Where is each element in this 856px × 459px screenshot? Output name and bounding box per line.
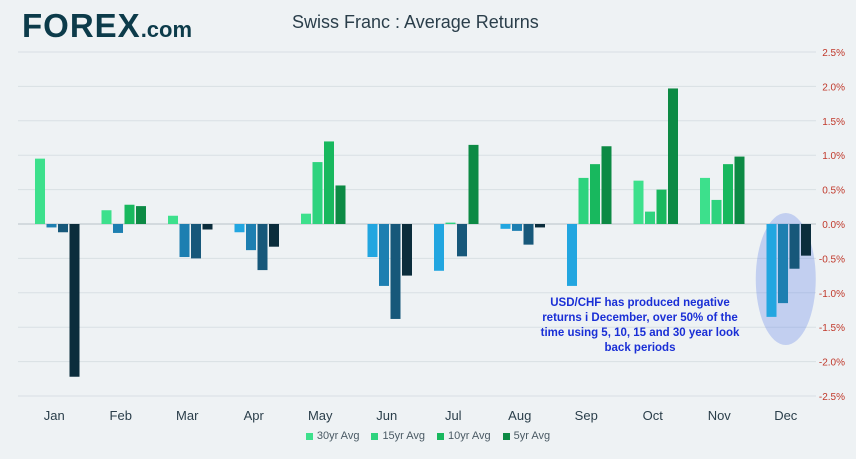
legend-swatch	[502, 432, 510, 440]
bar	[69, 224, 80, 377]
x-category-label: Sep	[575, 408, 598, 423]
bar	[367, 224, 378, 258]
bar	[778, 224, 788, 304]
bar	[390, 224, 401, 319]
x-category-label: Jun	[376, 408, 397, 423]
legend-label: 15yr Avg	[382, 430, 426, 442]
y-tick-label: 0.0%	[822, 220, 845, 231]
annotation-text: USD/CHF has produced negative returns i …	[540, 297, 740, 354]
bar	[257, 224, 268, 271]
x-category-label: Dec	[774, 408, 798, 423]
bar	[179, 224, 190, 258]
bar	[124, 204, 135, 224]
bar	[191, 224, 201, 259]
forex-logo: FOREX .com	[22, 7, 193, 44]
bar	[633, 180, 644, 224]
x-category-label: Aug	[508, 408, 531, 423]
bar	[35, 158, 45, 224]
bar	[324, 141, 334, 224]
x-category-label: May	[308, 408, 333, 423]
legend-item: 30yr Avg	[305, 430, 360, 442]
bar	[434, 224, 444, 271]
bar	[535, 224, 545, 228]
legend-item: 5yr Avg	[502, 430, 551, 442]
legend-swatch	[305, 432, 313, 440]
bar	[789, 224, 800, 269]
bar	[468, 144, 479, 224]
bar	[801, 224, 811, 256]
bar	[567, 224, 577, 286]
bar	[668, 88, 678, 225]
bar	[700, 177, 710, 224]
x-category-label: Jul	[445, 408, 462, 423]
x-category-label: Oct	[643, 408, 664, 423]
bar	[766, 224, 777, 317]
y-tick-label: -0.5%	[819, 254, 845, 265]
x-category-label: Feb	[110, 408, 132, 423]
bar	[500, 224, 511, 229]
bar	[312, 162, 323, 224]
bar	[168, 215, 178, 224]
x-category-label: Apr	[244, 408, 265, 423]
y-tick-label: 2.0%	[822, 82, 845, 93]
bar	[234, 224, 245, 233]
bar	[335, 185, 346, 224]
x-category-label: Mar	[176, 408, 199, 423]
bar	[136, 206, 146, 224]
y-tick-label: -1.5%	[819, 323, 845, 334]
y-tick-label: -1.0%	[819, 289, 845, 300]
bar	[269, 224, 279, 247]
legend-label: 5yr Avg	[513, 430, 551, 442]
x-category-label: Jan	[44, 408, 65, 423]
logo-text: FOREX	[22, 7, 141, 44]
legend-item: 15yr Avg	[371, 430, 425, 442]
legend-item: 10yr Avg	[437, 430, 491, 442]
bar	[523, 224, 534, 245]
logo-suffix: .com	[140, 17, 193, 42]
bar	[457, 224, 467, 257]
bar	[656, 189, 667, 224]
bar	[101, 210, 112, 224]
chart-title: Swiss Franc : Average Returns	[292, 12, 539, 32]
y-tick-label: 1.5%	[822, 117, 845, 128]
legend-label: 30yr Avg	[316, 430, 360, 442]
bar	[734, 156, 745, 224]
bar	[723, 164, 733, 224]
legend-label: 10yr Avg	[448, 430, 491, 442]
bar	[246, 224, 256, 251]
bar	[301, 213, 311, 224]
bar	[379, 224, 389, 286]
bar	[601, 146, 612, 224]
legend-swatch	[371, 432, 379, 440]
bar	[58, 224, 68, 233]
bar	[590, 164, 600, 224]
y-tick-label: 2.5%	[822, 48, 845, 59]
bar	[512, 224, 522, 231]
bar	[46, 224, 57, 228]
y-tick-label: 1.0%	[822, 151, 845, 162]
x-category-label: Nov	[708, 408, 732, 423]
y-tick-label: -2.0%	[819, 358, 845, 369]
bar	[402, 224, 412, 276]
bar	[202, 224, 213, 230]
y-tick-label: 0.5%	[822, 186, 845, 197]
bar	[645, 211, 655, 224]
bar	[578, 177, 589, 224]
bar	[445, 222, 456, 224]
y-tick-label: -2.5%	[819, 392, 845, 403]
legend-swatch	[437, 432, 445, 440]
bar	[113, 224, 123, 233]
bar	[711, 199, 722, 224]
chart-legend: 30yr Avg 15yr Avg 10yr Avg 5yr Avg	[0, 430, 856, 442]
